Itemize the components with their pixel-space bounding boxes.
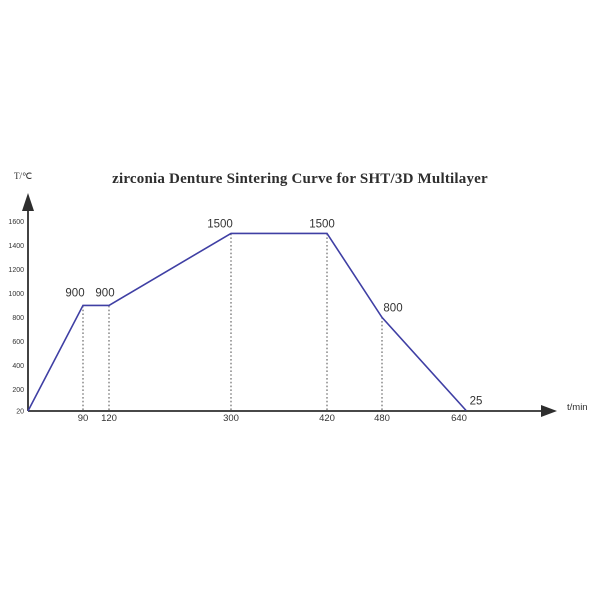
y-tick-label: 1600 (8, 219, 24, 226)
point-label: 900 (65, 287, 84, 299)
sintering-curve-line (27, 232, 467, 412)
y-tick-label: 400 (12, 363, 24, 370)
point-label: 1500 (207, 218, 233, 230)
x-tick-label: 120 (101, 413, 117, 424)
y-tick-label: 200 (12, 387, 24, 394)
point-label: 900 (95, 287, 114, 299)
point-label: 1500 (309, 218, 335, 230)
y-tick-label: 800 (12, 315, 24, 322)
x-axis-unit-label: t/min (567, 402, 588, 413)
x-tick-label: 640 (451, 413, 467, 424)
chart-title: zirconia Denture Sintering Curve for SHT… (112, 171, 488, 187)
y-axis-arrow-icon (22, 193, 34, 211)
y-tick-label: 20 (16, 409, 24, 416)
y-tick-label: 1400 (8, 243, 24, 250)
x-tick-label: 480 (374, 413, 390, 424)
y-tick-label: 600 (12, 339, 24, 346)
y-tick-label: 1200 (8, 267, 24, 274)
point-label: 800 (383, 302, 402, 314)
y-tick-label: 1000 (8, 291, 24, 298)
x-tick-label: 300 (223, 413, 239, 424)
y-axis-unit-label: T/℃ (14, 171, 33, 181)
x-axis-arrow-icon (541, 405, 557, 417)
point-label: 25 (470, 395, 483, 407)
x-tick-label: 420 (319, 413, 335, 424)
x-tick-label: 90 (78, 413, 89, 424)
